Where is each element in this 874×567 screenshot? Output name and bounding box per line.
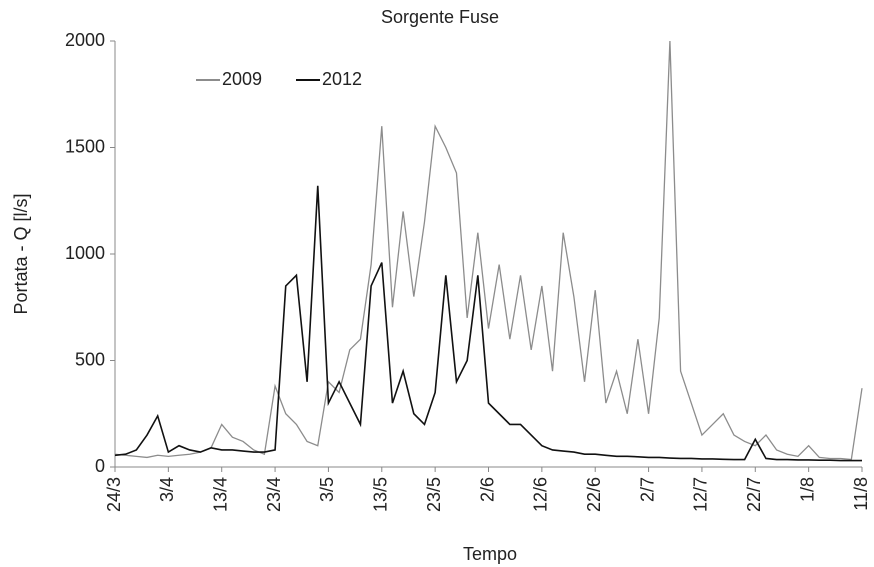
legend-label: 2012: [322, 69, 362, 89]
x-tick-label: 11/8: [851, 477, 871, 511]
x-tick-label: 2/6: [477, 477, 497, 502]
x-tick-label: 12/6: [531, 477, 551, 512]
y-tick-label: 0: [95, 456, 105, 476]
x-axis-label: Tempo: [463, 544, 517, 564]
legend-label: 2009: [222, 69, 262, 89]
x-tick-label: 3/5: [317, 477, 337, 502]
series-line: [114, 40, 863, 461]
x-tick-label: 2/7: [637, 477, 657, 502]
y-axis-label: Portata - Q [l/s]: [11, 193, 31, 314]
x-tick-label: 1/8: [797, 477, 817, 502]
x-tick-label: 24/3: [104, 477, 124, 512]
series-line: [114, 185, 862, 462]
x-tick-label: 22/6: [584, 477, 604, 512]
x-tick-label: 12/7: [691, 477, 711, 512]
x-tick-label: 13/5: [371, 477, 391, 512]
x-tick-label: 23/4: [264, 477, 284, 512]
y-tick-label: 500: [75, 349, 105, 369]
x-tick-label: 23/5: [424, 477, 444, 512]
y-tick-label: 1500: [65, 136, 105, 156]
chart-title: Sorgente Fuse: [381, 7, 499, 27]
y-tick-label: 1000: [65, 243, 105, 263]
x-tick-label: 13/4: [210, 477, 230, 512]
x-tick-label: 3/4: [157, 477, 177, 502]
y-tick-label: 2000: [65, 30, 105, 50]
x-tick-label: 22/7: [744, 477, 764, 512]
